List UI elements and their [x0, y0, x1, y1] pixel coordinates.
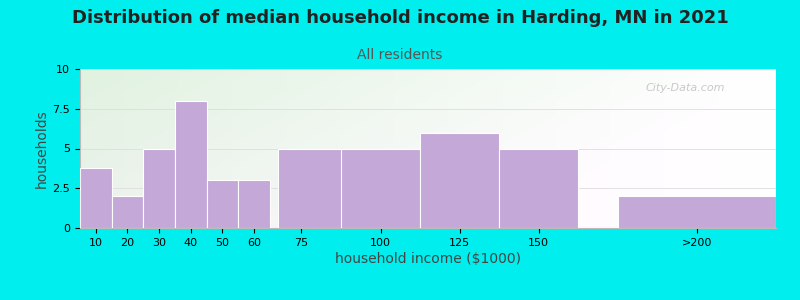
Bar [112, 196, 143, 228]
Bar [341, 148, 420, 228]
Bar [143, 148, 175, 228]
Bar [499, 148, 578, 228]
Bar [238, 180, 270, 228]
Text: All residents: All residents [358, 48, 442, 62]
Bar [80, 168, 112, 228]
Bar [618, 196, 776, 228]
X-axis label: household income ($1000): household income ($1000) [335, 252, 521, 266]
Text: Distribution of median household income in Harding, MN in 2021: Distribution of median household income … [72, 9, 728, 27]
Bar [420, 133, 499, 228]
Y-axis label: households: households [34, 109, 48, 188]
Bar [175, 101, 206, 228]
Bar [278, 148, 357, 228]
Bar [206, 180, 238, 228]
Text: City-Data.com: City-Data.com [646, 83, 726, 93]
